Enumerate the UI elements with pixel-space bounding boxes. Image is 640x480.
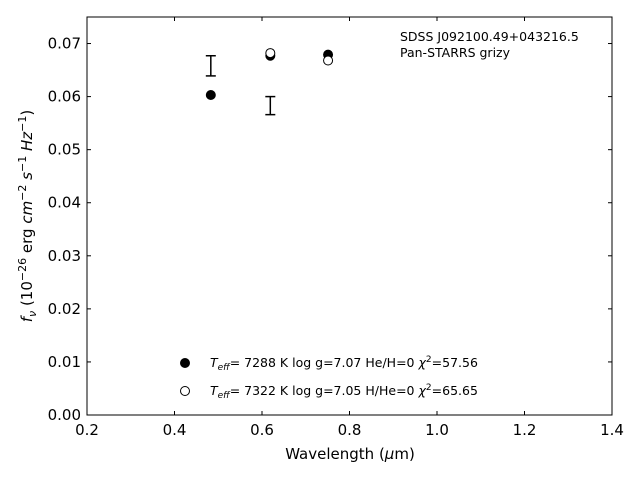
model-point-open bbox=[265, 48, 276, 59]
x-axis-label: Wavelength (μm) bbox=[285, 445, 415, 463]
y-tick-label: 0.06 bbox=[48, 88, 81, 106]
legend-label-1: Teff= 7288 K log g=7.07 He/H=0 χ2=57.56 bbox=[210, 355, 478, 373]
x-tick-label: 0.6 bbox=[250, 421, 274, 439]
legend-label-2: Teff= 7322 K log g=7.05 H/He=0 χ2=65.65 bbox=[210, 383, 478, 401]
y-tick-label: 0.05 bbox=[48, 141, 81, 159]
y-tick-label: 0.02 bbox=[48, 300, 81, 318]
observed-error-bar bbox=[205, 54, 216, 77]
y-axis-label: fν (10−26 erg cm−2 s−1 Hz−1) bbox=[16, 110, 39, 323]
observed-error-bar bbox=[265, 95, 276, 116]
annotation-line-2: Pan-STARRS grizy bbox=[400, 45, 511, 60]
legend-marker-open-circle bbox=[180, 386, 190, 396]
y-tick-label: 0.03 bbox=[48, 247, 81, 265]
y-tick-label: 0.07 bbox=[48, 35, 81, 53]
legend-entry-1: Teff= 7288 K log g=7.07 He/H=0 χ2=57.56 bbox=[180, 355, 478, 373]
model-point-open bbox=[323, 55, 334, 66]
x-tick-label: 0.4 bbox=[163, 421, 187, 439]
y-tick-label: 0.00 bbox=[48, 406, 81, 424]
data-marks bbox=[205, 48, 334, 116]
plot-area bbox=[86, 16, 613, 416]
x-tick-label: 1.2 bbox=[513, 421, 537, 439]
model-point-filled bbox=[205, 90, 216, 101]
x-tick-label: 1.0 bbox=[425, 421, 449, 439]
annotation-line-1: SDSS J092100.49+043216.5 bbox=[400, 29, 579, 44]
legend: Teff= 7288 K log g=7.07 He/H=0 χ2=57.56 … bbox=[180, 355, 478, 401]
y-tick-label: 0.04 bbox=[48, 194, 81, 212]
x-tick-label: 0.2 bbox=[75, 421, 99, 439]
x-tick-label: 1.4 bbox=[600, 421, 624, 439]
legend-marker-filled-circle bbox=[180, 358, 190, 368]
x-tick-label: 0.8 bbox=[338, 421, 362, 439]
legend-entry-2: Teff= 7322 K log g=7.05 H/He=0 χ2=65.65 bbox=[180, 383, 478, 401]
y-tick-label: 0.01 bbox=[48, 353, 81, 371]
axis-ticks: 0.2 0.4 0.6 0.8 1.0 1.2 1.4 0.00 0.01 0.02 0.03 0.0… bbox=[48, 17, 624, 439]
